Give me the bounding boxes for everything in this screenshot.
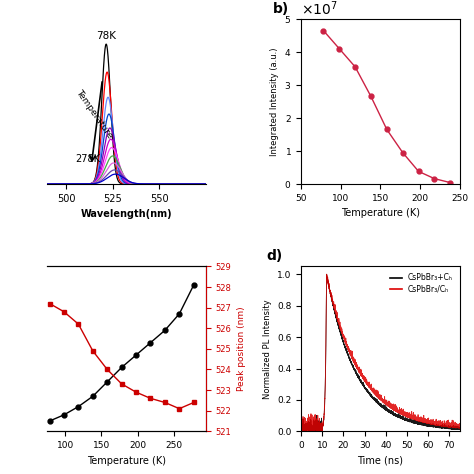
Text: d): d) xyxy=(266,249,283,263)
Legend: CsPbBr₃+Cₕ, CsPbBr₃/Cₕ: CsPbBr₃+Cₕ, CsPbBr₃/Cₕ xyxy=(387,270,456,297)
Text: 78K: 78K xyxy=(96,31,116,41)
X-axis label: Time (ns): Time (ns) xyxy=(357,456,403,465)
X-axis label: Temperature (K): Temperature (K) xyxy=(341,208,420,218)
Y-axis label: Integrated Intensity (a.u.): Integrated Intensity (a.u.) xyxy=(270,47,279,155)
Text: Temperature: Temperature xyxy=(74,88,115,140)
Y-axis label: Peak position (nm): Peak position (nm) xyxy=(237,307,246,391)
Text: 278K: 278K xyxy=(75,154,100,164)
X-axis label: Temperature (K): Temperature (K) xyxy=(87,456,166,465)
Text: b): b) xyxy=(273,2,289,16)
X-axis label: Wavelength(nm): Wavelength(nm) xyxy=(81,209,173,219)
Y-axis label: Normalized PL Intensity: Normalized PL Intensity xyxy=(263,299,272,399)
